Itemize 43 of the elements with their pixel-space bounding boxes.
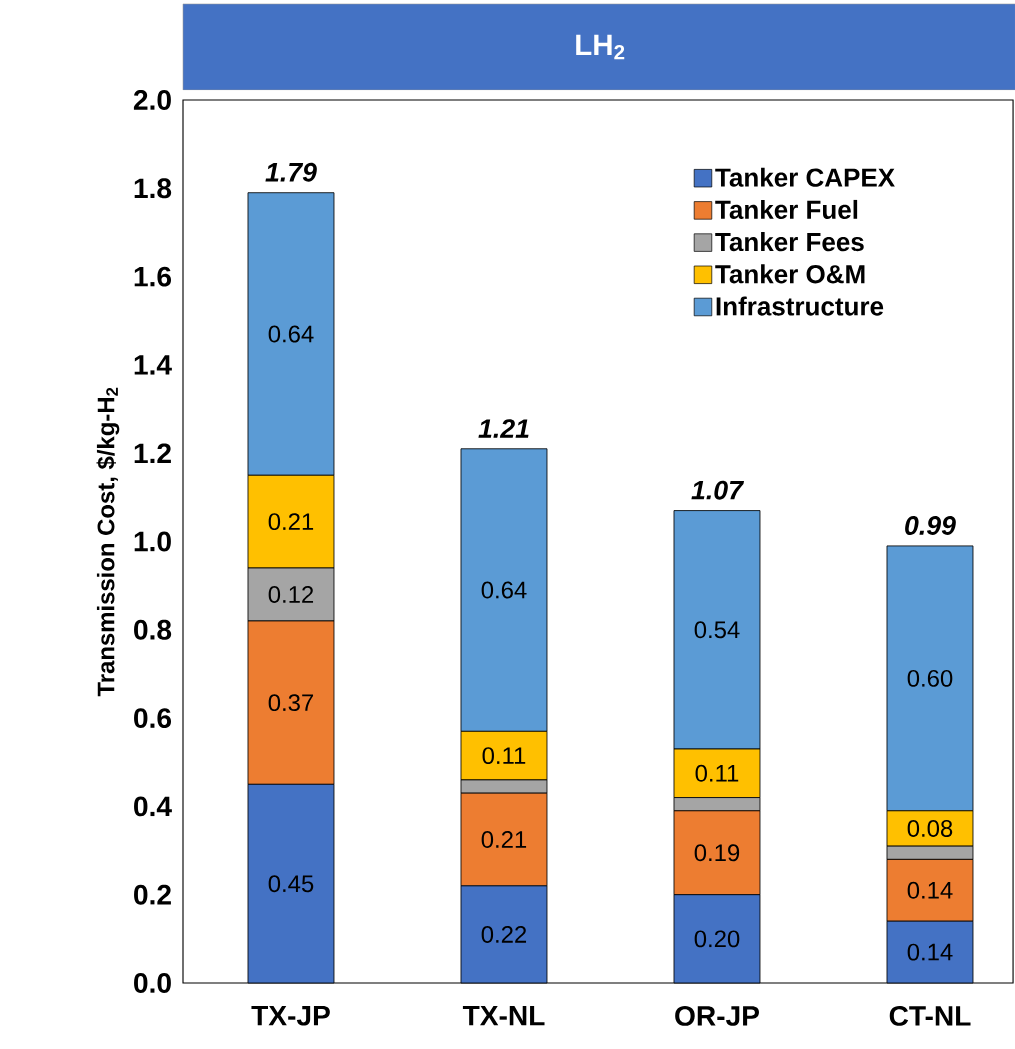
y-tick-label: 1.4	[134, 355, 172, 375]
data-label: 0.64	[268, 325, 314, 343]
data-label: 0.20	[694, 930, 740, 948]
data-label: 0.08	[907, 820, 953, 837]
total-label: 1.07	[691, 480, 745, 500]
data-label: 0.60	[907, 669, 953, 687]
data-label: 0.21	[268, 513, 314, 531]
y-tick-label: 0.0	[134, 973, 171, 993]
legend-label: Tanker CAPEX	[715, 167, 895, 187]
legend-label: Tanker Fuel	[715, 199, 858, 220]
x-tick-label: CT-NL	[889, 1005, 971, 1026]
data-label: 0.21	[481, 831, 527, 848]
total-label: 1.21	[478, 419, 529, 438]
y-tick-label: 0.6	[134, 708, 172, 729]
legend-label: Infrastructure	[716, 296, 884, 316]
data-label: 0.14	[907, 943, 953, 961]
chart-title: LH$_{2}$	[576, 34, 625, 60]
data-label: 0.64	[481, 581, 527, 599]
legend-label: Tanker O&M	[715, 264, 865, 284]
data-label: 0.37	[268, 694, 314, 712]
y-tick-label: 0.4	[134, 796, 172, 817]
y-tick-label: 1.8	[134, 178, 172, 199]
data-label: 0.14	[907, 881, 953, 899]
data-label: 0.22	[481, 925, 527, 943]
y-tick-label: 1.0	[134, 531, 171, 552]
total-label: 0.99	[905, 516, 956, 535]
y-axis-title: Transmission Cost, $/kg-H$_{2}$	[96, 387, 120, 697]
data-label: 0.11	[695, 764, 739, 782]
y-tick-label: 1.2	[134, 443, 171, 464]
y-tick-label: 1.6	[134, 266, 172, 287]
total-label: 1.79	[265, 162, 317, 182]
x-tick-label: OR-JP	[675, 1005, 759, 1026]
y-tick-label: 0.8	[134, 619, 172, 640]
data-label: 0.19	[694, 844, 740, 862]
x-tick-label: TX-JP	[251, 1005, 330, 1026]
data-label: 0.11	[482, 747, 526, 765]
y-tick-label: 2.0	[133, 90, 171, 110]
y-tick-label: 0.2	[134, 884, 171, 905]
data-label: 0.54	[694, 621, 740, 639]
data-label: 0.45	[268, 875, 314, 893]
legend-label: Tanker Fees	[715, 232, 864, 252]
x-tick-label: TX-NL	[462, 1005, 545, 1026]
data-label: 0.12	[268, 586, 314, 603]
